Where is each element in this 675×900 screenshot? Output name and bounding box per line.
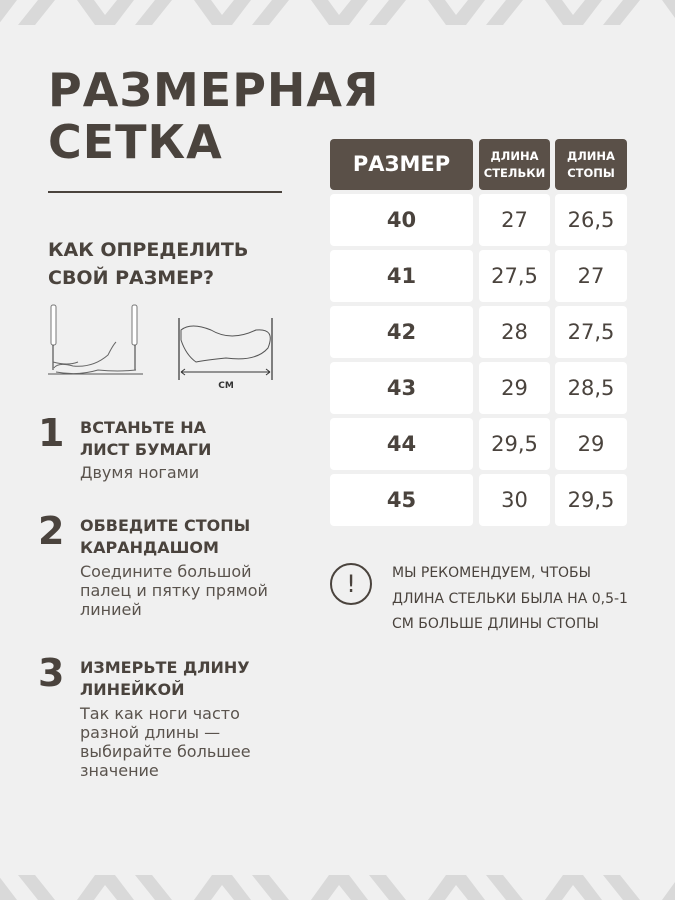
table-cell: 44 — [330, 418, 473, 470]
table-cell: 29,5 — [479, 418, 550, 470]
step-heading: ВСТАНЬТЕ НА ЛИСТ БУМАГИ — [80, 418, 212, 459]
decorative-pattern-bottom — [0, 875, 675, 900]
step-number: 2 — [38, 509, 65, 553]
table-cell: 27 — [479, 194, 550, 246]
table-cell: 27,5 — [555, 306, 627, 358]
decorative-pattern-top — [0, 0, 675, 25]
foot-side-pencils-illustration — [48, 304, 143, 375]
subtitle-line: СВОЙ РАЗМЕР? — [48, 267, 215, 289]
step-heading: ОБВЕДИТЕ СТОПЫ КАРАНДАШОМ — [80, 516, 251, 557]
step-description: Двумя ногами — [80, 463, 200, 482]
table-cell: 26,5 — [555, 194, 627, 246]
subtitle-line: КАК ОПРЕДЕЛИТЬ — [48, 239, 249, 261]
title-line: РАЗМЕРНАЯ — [48, 63, 380, 117]
subtitle: КАК ОПРЕДЕЛИТЬ СВОЙ РАЗМЕР? — [48, 236, 248, 292]
table-cell: 42 — [330, 306, 473, 358]
step-description: Соедините большой палец и пятку прямой л… — [80, 562, 268, 619]
table-cell: 29 — [555, 418, 627, 470]
step-description: Так как ноги часто разной длины — выбира… — [80, 704, 251, 780]
divider — [48, 191, 282, 193]
table-cell: 27,5 — [479, 250, 550, 302]
unit-label: СМ — [218, 381, 234, 390]
table-header: ДЛИНА СТОПЫ — [555, 139, 627, 190]
recommendation-note: МЫ РЕКОМЕНДУЕМ, ЧТОБЫ ДЛИНА СТЕЛЬКИ БЫЛА… — [392, 565, 628, 632]
step-number: 3 — [38, 651, 65, 695]
table-cell: 40 — [330, 194, 473, 246]
step-heading: ИЗМЕРЬТЕ ДЛИНУ ЛИНЕЙКОЙ — [80, 658, 250, 699]
table-header: РАЗМЕР — [330, 139, 473, 190]
table-cell: 41 — [330, 250, 473, 302]
table-cell: 28,5 — [555, 362, 627, 414]
table-header: ДЛИНА СТЕЛЬКИ — [479, 139, 550, 190]
table-cell: 29,5 — [555, 474, 627, 526]
title-line: СЕТКА — [48, 115, 223, 169]
table-cell: 27 — [555, 250, 627, 302]
table-cell: 43 — [330, 362, 473, 414]
exclamation-circle-icon: ! — [330, 563, 372, 605]
table-cell: 29 — [479, 362, 550, 414]
page-title: РАЗМЕРНАЯ СЕТКА — [48, 64, 379, 168]
step-number: 1 — [38, 411, 65, 455]
table-cell: 45 — [330, 474, 473, 526]
table-cell: 28 — [479, 306, 550, 358]
table-cell: 30 — [479, 474, 550, 526]
foot-outline-measure-illustration: СМ — [178, 318, 273, 390]
